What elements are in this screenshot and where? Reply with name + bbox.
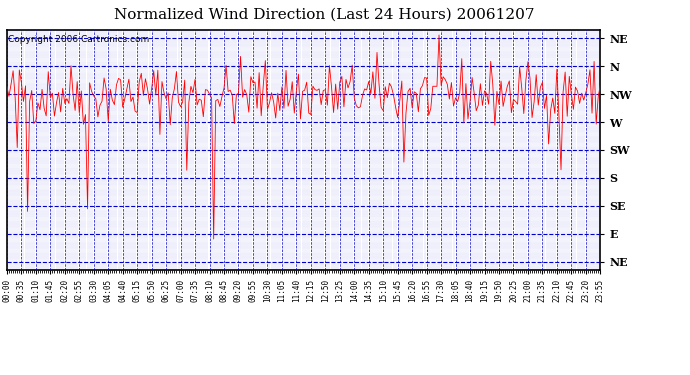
Text: Normalized Wind Direction (Last 24 Hours) 20061207: Normalized Wind Direction (Last 24 Hours… — [114, 8, 535, 21]
Text: Copyright 2006 Cartronics.com: Copyright 2006 Cartronics.com — [8, 35, 149, 44]
